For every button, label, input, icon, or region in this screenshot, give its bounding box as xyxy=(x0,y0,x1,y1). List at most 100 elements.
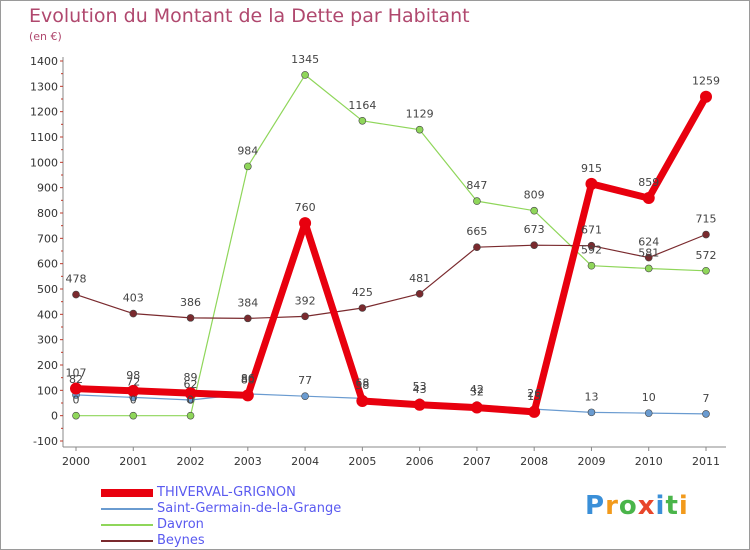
x-tick-label: 2007 xyxy=(463,455,491,468)
data-label: 859 xyxy=(638,176,659,189)
data-label: 715 xyxy=(696,213,717,226)
data-label: 58 xyxy=(355,379,369,392)
series-layer xyxy=(70,71,712,420)
legend-label: Davron xyxy=(157,517,204,532)
axes: -100010020030040050060070080090010001100… xyxy=(30,55,726,468)
data-label: 32 xyxy=(470,386,484,399)
data-label: 15 xyxy=(527,390,541,403)
y-tick-label: 400 xyxy=(37,308,58,321)
data-label: 624 xyxy=(638,236,659,249)
legend-swatch xyxy=(101,489,153,497)
y-tick-label: 200 xyxy=(37,359,58,372)
data-point xyxy=(358,304,367,312)
data-label: 53 xyxy=(413,380,427,393)
legend-swatch xyxy=(101,524,153,526)
data-label: 392 xyxy=(295,294,316,307)
data-label: 809 xyxy=(524,189,545,202)
data-label: 403 xyxy=(123,292,144,305)
y-tick-label: 1100 xyxy=(30,131,58,144)
data-point xyxy=(301,312,309,321)
y-tick-label: 1400 xyxy=(30,55,58,68)
data-point xyxy=(642,192,655,205)
data-point xyxy=(585,177,598,190)
x-tick-label: 2002 xyxy=(177,455,205,468)
data-point xyxy=(644,409,653,417)
x-tick-label: 2001 xyxy=(119,455,147,468)
data-point xyxy=(129,309,138,318)
logo-letter: o xyxy=(618,491,638,521)
data-point xyxy=(356,394,369,407)
x-tick-label: 2004 xyxy=(291,455,319,468)
data-label: 0 xyxy=(130,394,137,407)
data-point xyxy=(702,410,710,418)
data-point xyxy=(587,408,596,417)
data-label: 671 xyxy=(581,224,602,237)
data-label: 72 xyxy=(126,375,140,388)
data-label: 984 xyxy=(237,144,258,157)
logo-letter: x xyxy=(637,491,656,521)
logo-letter: t xyxy=(665,491,679,521)
x-tick-label: 2005 xyxy=(348,455,376,468)
data-label: 13 xyxy=(584,390,598,403)
data-label: 98 xyxy=(126,369,140,382)
data-label: 478 xyxy=(66,273,87,286)
y-tick-label: 800 xyxy=(37,207,58,220)
y-tick-label: -100 xyxy=(33,435,58,448)
x-tick-label: 2006 xyxy=(406,455,434,468)
data-label: 1345 xyxy=(291,53,319,66)
x-tick-label: 2010 xyxy=(635,455,663,468)
data-point xyxy=(186,411,195,420)
data-label: 82 xyxy=(69,373,83,386)
data-point xyxy=(700,90,712,103)
data-point xyxy=(470,401,483,414)
data-point xyxy=(587,261,596,270)
series-line-beynes xyxy=(75,233,707,319)
x-tick-label: 2009 xyxy=(577,455,605,468)
y-tick-label: 1300 xyxy=(30,80,58,93)
chart-subtitle: (en €) xyxy=(29,30,62,43)
data-label: 0 xyxy=(187,394,194,407)
data-point xyxy=(186,314,195,322)
legend-swatch xyxy=(101,540,153,542)
data-label: 1129 xyxy=(406,108,434,121)
data-label: 43 xyxy=(413,383,427,396)
data-label: 26 xyxy=(527,387,541,400)
data-point xyxy=(530,241,538,249)
data-label: 665 xyxy=(466,225,487,238)
data-label: 915 xyxy=(581,162,602,175)
data-label: 86 xyxy=(241,372,255,385)
data-point xyxy=(587,241,596,250)
legend-label: Saint-Germain-de-la-Grange xyxy=(157,501,342,516)
y-tick-label: 1000 xyxy=(30,156,58,169)
data-label: 80 xyxy=(241,373,255,386)
data-point xyxy=(702,230,710,239)
x-tick-label: 2000 xyxy=(62,455,90,468)
data-point xyxy=(530,206,538,215)
y-tick-label: 600 xyxy=(37,258,58,271)
data-point xyxy=(299,217,312,230)
logo-letter: i xyxy=(655,491,666,521)
series-line-thiverval-grignon xyxy=(72,93,710,416)
y-tick-label: 300 xyxy=(37,334,58,347)
y-tick-label: 500 xyxy=(37,283,58,296)
x-tick-label: 2003 xyxy=(234,455,262,468)
data-point xyxy=(702,266,710,275)
y-tick-label: 700 xyxy=(37,232,58,245)
data-point xyxy=(244,162,252,171)
data-label: 847 xyxy=(466,179,487,192)
y-tick-label: 1200 xyxy=(30,106,58,119)
legend-label: THIVERVAL-GRIGNON xyxy=(157,485,296,500)
chart-title: Evolution du Montant de la Dette par Hab… xyxy=(29,5,470,27)
data-point xyxy=(301,392,309,400)
series-line-davron xyxy=(75,74,707,417)
data-point xyxy=(473,243,481,251)
data-label: 592 xyxy=(581,244,602,257)
x-tick-label: 2008 xyxy=(520,455,548,468)
data-label: 68 xyxy=(355,376,369,389)
data-point xyxy=(644,253,653,262)
data-label: 107 xyxy=(66,367,87,380)
data-point xyxy=(413,398,426,411)
data-label: 10 xyxy=(642,391,656,404)
